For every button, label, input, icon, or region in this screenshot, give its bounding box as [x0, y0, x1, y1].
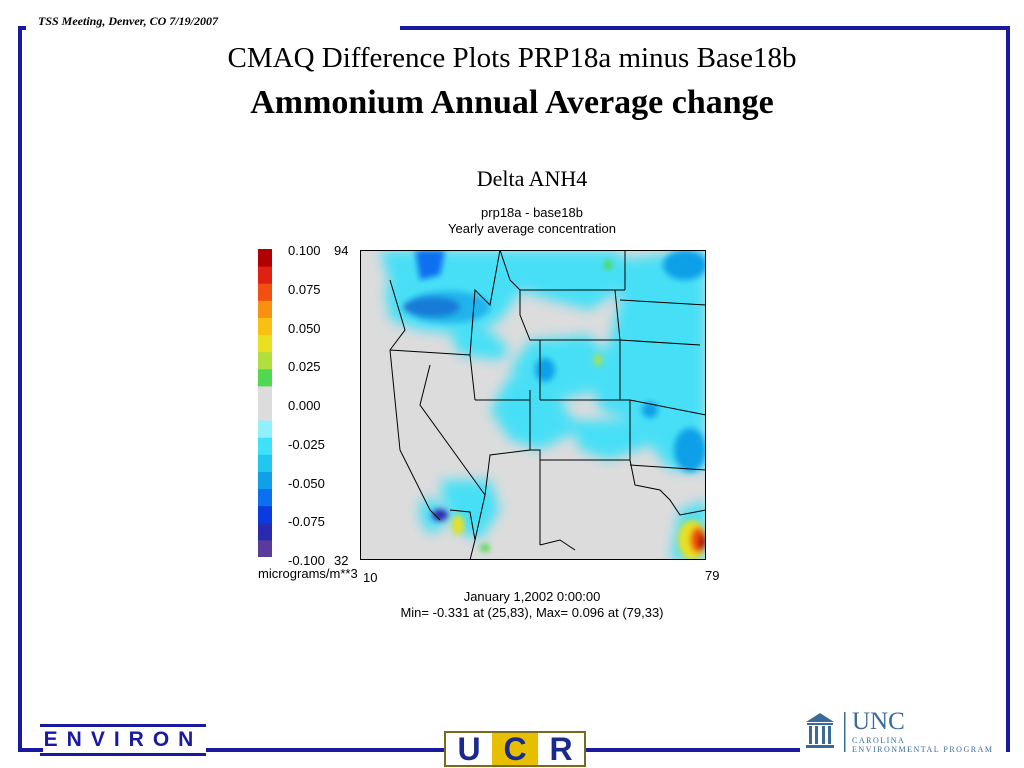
timestamp-label: January 1,2002 0:00:00 [463, 589, 601, 604]
state-boundaries [389, 250, 706, 560]
colorbar-tick-label: 0.100 [288, 243, 321, 258]
ucr-letter-c: C [492, 731, 538, 767]
plot-subtitle-2: Yearly average concentration [448, 221, 616, 236]
frame-top-line [400, 26, 1010, 30]
colorbar-tick-label: -0.075 [288, 514, 325, 530]
colorbar-cell [258, 403, 272, 421]
frame-top-left-stub [18, 26, 26, 30]
x-axis-right-label: 79 [705, 568, 720, 583]
colorbar-tick-label: 0.025 [288, 359, 321, 375]
colorbar-cell [258, 539, 272, 557]
colorbar-tick-label: -0.050 [288, 475, 325, 491]
colorbar-tick-label: -0.100 [288, 553, 325, 568]
colorbar-tick-label: 0.075 [288, 281, 321, 297]
colorbar-cell [258, 471, 272, 490]
frame-right-line [1006, 26, 1010, 752]
unc-sub-line1: CAROLINA [852, 736, 906, 745]
y-axis-bottom-label: 32 [334, 553, 349, 568]
colorbar-cell [258, 385, 272, 404]
ucr-logo: U C R [444, 731, 586, 767]
colorbar-cell [258, 300, 272, 318]
colorbar-cell [258, 454, 272, 472]
colorbar-cell [258, 266, 272, 284]
colorbar-cell [258, 351, 272, 370]
colorbar-cell [258, 437, 272, 455]
ucr-letter-r: R [549, 730, 573, 767]
frame-bottom-line-left [18, 748, 43, 752]
colorbar-cell [258, 522, 272, 541]
colorbar-cell [258, 317, 272, 336]
unc-sub-line2: ENVIRONMENTAL PROGRAM [852, 745, 994, 754]
colorbar-cell [258, 249, 272, 267]
slide-title: CMAQ Difference Plots PRP18a minus Base1… [227, 42, 797, 74]
plot-title: Delta ANH4 [476, 166, 588, 191]
frame-bottom-line-mid2 [586, 748, 800, 752]
environ-logo: ENVIRON [40, 724, 206, 756]
unc-logo-icon [806, 712, 846, 752]
colorbar-cell [258, 488, 272, 507]
colorbar-cell [258, 283, 272, 301]
minmax-label: Min= -0.331 at (25,83), Max= 0.096 at (7… [400, 605, 664, 620]
frame-left-line [18, 26, 22, 752]
y-axis-top-label: 94 [334, 243, 349, 258]
concentration-map [360, 250, 706, 560]
x-axis-left-label: 10 [363, 570, 378, 585]
colorbar-tick-label: 0.050 [288, 320, 321, 336]
meeting-header: TSS Meeting, Denver, CO 7/19/2007 [38, 14, 219, 28]
frame-bottom-line-mid1 [206, 748, 444, 752]
positive-change-regions [452, 260, 706, 560]
colorbar-cell [258, 334, 272, 353]
colorbar-tick-label: 0.000 [288, 398, 321, 413]
colorbar-cell [258, 368, 272, 387]
units-label: micrograms/m**3 [258, 566, 358, 581]
strong-negative-regions [404, 250, 706, 521]
colorbar-cell [258, 420, 272, 438]
ucr-letter-u: U [457, 730, 481, 767]
unc-logo-subtext: CAROLINA ENVIRONMENTAL PROGRAM [852, 736, 993, 754]
colorbar-tick-label: -0.025 [288, 436, 325, 452]
colorbar-cell [258, 505, 272, 524]
colorbar [258, 249, 272, 557]
unc-logo-text: UNC [852, 708, 905, 735]
slide-subtitle: Ammonium Annual Average change [250, 84, 774, 121]
plot-subtitle-1: prp18a - base18b [481, 205, 583, 220]
